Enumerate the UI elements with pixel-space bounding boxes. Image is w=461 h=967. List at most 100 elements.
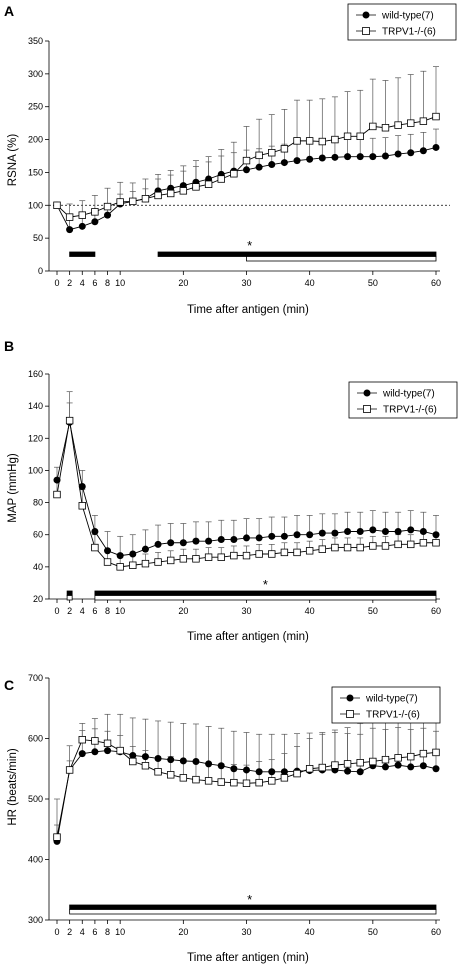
data-point-wild-type [91, 748, 99, 756]
legend: wild-type(7) TRPV1-/-(6) [348, 381, 458, 419]
data-point-trpv1 [280, 774, 289, 782]
data-point-trpv1 [91, 208, 99, 216]
data-point-trpv1 [103, 202, 112, 211]
x-tick-label: 10 [115, 927, 125, 937]
x-tick-label: 8 [105, 927, 110, 937]
y-tick-label: 20 [33, 594, 43, 604]
data-point-trpv1 [432, 748, 440, 757]
significance-bar-trpv1 [66, 595, 73, 601]
data-point-wild-type [243, 166, 250, 174]
data-point-wild-type [306, 531, 314, 539]
y-axis-title: HR (beats/min) [7, 748, 19, 825]
data-point-trpv1 [179, 555, 188, 563]
data-point-wild-type [179, 539, 187, 547]
x-tick-label: 30 [241, 278, 251, 288]
data-point-trpv1 [141, 559, 150, 568]
data-point-trpv1 [343, 132, 352, 140]
data-point-wild-type [318, 154, 326, 162]
legend-label-wild-type: wild-type(7) [381, 11, 434, 22]
data-point-trpv1 [343, 760, 352, 768]
data-point-trpv1 [419, 539, 428, 547]
data-point-trpv1 [356, 543, 364, 552]
data-point-trpv1 [65, 766, 74, 774]
data-point-trpv1 [166, 771, 175, 779]
data-point-wild-type [432, 531, 440, 539]
data-point-wild-type [344, 528, 352, 535]
data-point-trpv1 [394, 754, 402, 762]
data-point-trpv1 [204, 553, 213, 561]
y-axis-title: RSNA (%) [7, 134, 19, 187]
significance-bar-trpv1 [94, 595, 437, 601]
data-point-wild-type [91, 528, 99, 535]
significance-bar-trpv1 [246, 256, 437, 262]
data-point-trpv1 [293, 137, 301, 145]
data-point-wild-type [407, 763, 415, 771]
x-tick-label: 6 [92, 606, 97, 616]
data-point-trpv1 [91, 737, 99, 745]
significance-star: * [263, 577, 268, 592]
data-point-trpv1 [280, 145, 289, 153]
y-tick-label: 160 [28, 369, 43, 379]
data-point-trpv1 [53, 201, 61, 209]
data-point-trpv1 [318, 763, 326, 772]
data-point-wild-type [356, 153, 364, 161]
data-point-trpv1 [230, 551, 238, 560]
series-line-trpv1 [56, 420, 436, 568]
legend-marker-wild-type [363, 389, 371, 397]
data-point-wild-type [217, 536, 225, 544]
data-point-wild-type [407, 149, 415, 157]
data-point-wild-type [432, 143, 440, 151]
data-point-wild-type [255, 163, 263, 171]
data-point-trpv1 [65, 213, 74, 221]
data-point-wild-type [318, 529, 326, 537]
data-point-wild-type [66, 226, 74, 234]
data-point-trpv1 [419, 117, 428, 125]
data-point-trpv1 [217, 553, 225, 561]
significance-star: * [247, 238, 252, 253]
data-point-trpv1 [255, 550, 263, 558]
x-tick-label: 6 [92, 927, 97, 937]
data-point-wild-type [280, 159, 288, 167]
data-point-trpv1 [407, 119, 415, 127]
legend-label-trpv1: TRPV1-/-(6) [382, 27, 436, 38]
data-point-trpv1 [116, 746, 124, 755]
data-point-wild-type [407, 526, 415, 534]
data-point-wild-type [394, 528, 402, 535]
data-point-wild-type [217, 762, 225, 770]
data-point-trpv1 [192, 775, 200, 784]
y-tick-label: 400 [28, 855, 43, 865]
data-point-trpv1 [356, 132, 364, 140]
x-tick-label: 4 [80, 278, 85, 288]
y-tick-label: 300 [28, 69, 43, 79]
data-point-trpv1 [242, 156, 251, 165]
data-point-wild-type [91, 218, 99, 226]
significance-star: * [247, 892, 252, 907]
data-point-trpv1 [78, 736, 86, 744]
x-tick-label: 20 [178, 606, 188, 616]
legend-marker-wild-type [346, 694, 354, 702]
data-point-wild-type [192, 537, 200, 545]
y-axis-title: MAP (mmHg) [7, 453, 19, 523]
data-point-wild-type [192, 757, 200, 765]
data-point-trpv1 [141, 762, 150, 770]
data-point-trpv1 [129, 757, 137, 766]
data-point-wild-type [280, 532, 288, 540]
panel-letter: A [4, 3, 14, 19]
data-point-wild-type [243, 534, 250, 542]
data-point-wild-type [255, 534, 263, 542]
x-tick-label: 20 [178, 927, 188, 937]
data-point-trpv1 [192, 555, 200, 563]
legend: wild-type(7) TRPV1-/-(6) [331, 686, 441, 724]
data-point-wild-type [230, 765, 238, 773]
data-point-trpv1 [394, 121, 402, 129]
legend-marker-trpv1 [363, 405, 371, 413]
legend-label-trpv1: TRPV1-/-(6) [366, 710, 420, 721]
y-tick-label: 0 [38, 266, 43, 276]
y-tick-label: 100 [28, 200, 43, 210]
data-point-wild-type [104, 211, 112, 219]
data-point-trpv1 [116, 198, 124, 206]
data-point-trpv1 [432, 112, 440, 121]
data-point-wild-type [53, 476, 61, 484]
